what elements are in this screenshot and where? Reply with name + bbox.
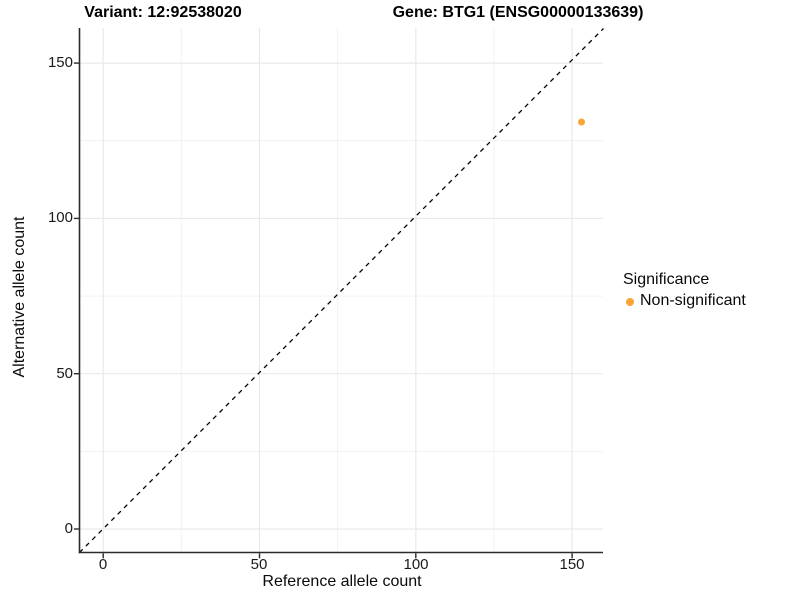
y-tick-label-0: 0 <box>64 520 73 537</box>
identity-reference-line <box>79 28 604 553</box>
legend-key <box>622 292 640 310</box>
major-gridlines <box>79 28 603 553</box>
legend-title: Significance <box>623 271 710 288</box>
y-tick-label-100: 100 <box>47 209 73 226</box>
x-tick-label-0: 0 <box>98 556 108 573</box>
data-points <box>578 118 585 126</box>
legend-entry-label: Non-significant <box>640 292 746 309</box>
x-axis-title: Reference allele count <box>262 573 422 590</box>
legend-point-icon <box>626 298 634 306</box>
y-tick-label-150: 150 <box>47 54 73 71</box>
y-tick-label-50: 50 <box>56 365 73 382</box>
data-point <box>578 118 585 126</box>
y-axis-title: Alternative allele count <box>11 216 28 378</box>
chart-title-gene: Gene: BTG1 (ENSG00000133639) <box>392 4 644 21</box>
chart-title-variant: Variant: 12:92538020 <box>84 4 242 21</box>
x-tick-label-150: 150 <box>559 556 585 573</box>
x-tick-label-50: 50 <box>250 556 268 573</box>
axis-tick-marks <box>73 62 573 559</box>
minor-gridlines <box>79 28 603 553</box>
legend: Significance Non-significant <box>622 271 746 310</box>
legend-entry-non-significant: Non-significant <box>622 292 746 310</box>
x-tick-label-100: 100 <box>403 556 429 573</box>
